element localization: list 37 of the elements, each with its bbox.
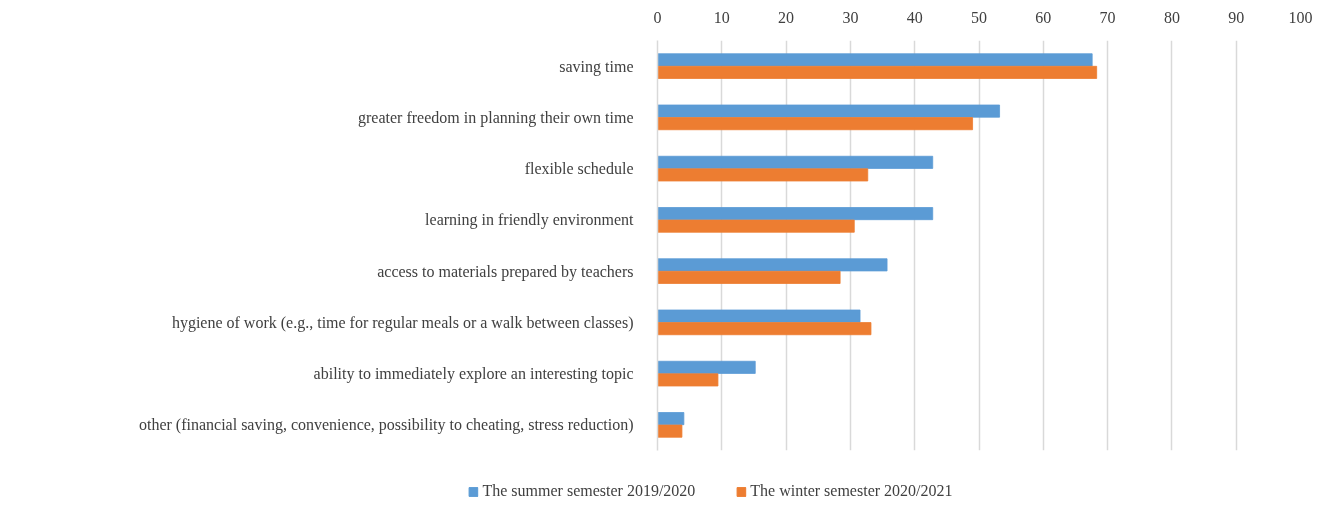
bar	[657, 155, 934, 169]
y-tick-label: other (financial saving, convenience, possibility to cheating, stress reduction)	[138, 416, 634, 435]
bar	[657, 207, 934, 221]
x-tick-label: 40	[906, 8, 923, 26]
y-tick-label: learning in friendly environment	[425, 211, 635, 230]
x-tick-label: 20	[778, 8, 795, 26]
x-tick-label: 50	[971, 8, 987, 26]
bar	[657, 424, 683, 438]
bar	[657, 258, 888, 272]
bar	[657, 270, 841, 284]
x-tick-label: 10	[713, 8, 730, 26]
bar	[657, 309, 861, 323]
bar	[657, 373, 719, 387]
legend-label: The summer semester 2019/2020	[482, 482, 696, 500]
x-tick-label: 90	[1228, 8, 1245, 26]
legend-label: The winter semester 2020/2021	[750, 482, 953, 500]
x-tick-label: 80	[1163, 8, 1180, 26]
bar	[657, 360, 756, 374]
bar	[657, 104, 1000, 118]
y-tick-label: greater freedom in planning their own time	[358, 108, 634, 127]
x-tick-label: 30	[842, 8, 859, 26]
bar	[657, 117, 973, 131]
bar	[657, 322, 872, 336]
y-tick-label: saving time	[559, 57, 634, 76]
y-tick-label: flexible schedule	[524, 160, 634, 178]
bar	[657, 168, 869, 182]
bar	[657, 219, 855, 233]
x-tick-label: 100	[1288, 8, 1313, 26]
y-tick-label: access to materials prepared by teachers	[377, 262, 634, 281]
x-tick-label: 60	[1035, 8, 1052, 26]
y-tick-label: ability to immediately explore an interesting topic	[313, 365, 634, 384]
bar	[657, 412, 685, 426]
x-tick-label: 0	[653, 8, 662, 26]
bar	[657, 53, 1093, 67]
x-tick-label: 70	[1099, 8, 1116, 26]
y-tick-label: hygiene of work (e.g., time for regular meals or a walk between classes)	[171, 313, 634, 332]
bar	[657, 65, 1098, 79]
